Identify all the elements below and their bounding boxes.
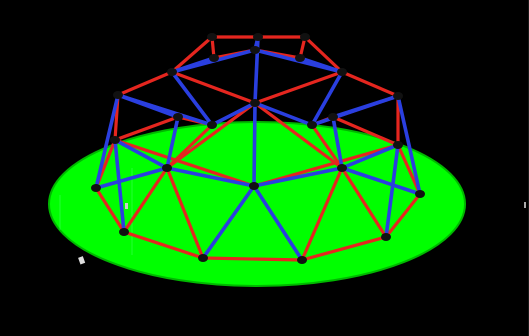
- red-strut-16: [113, 115, 180, 142]
- dome-struts: [94, 35, 422, 262]
- hub-u2: [250, 46, 260, 54]
- hub-m4: [173, 113, 183, 121]
- red-strut-26: [122, 230, 205, 260]
- blue-strut-63: [396, 94, 422, 196]
- blue-strut-65: [340, 166, 422, 196]
- hub-b2: [198, 254, 208, 262]
- blue-strut-55: [165, 166, 256, 188]
- hub-b3: [297, 256, 307, 264]
- hub-t3: [300, 33, 310, 41]
- hub-u4: [295, 54, 305, 62]
- hub-b0: [91, 184, 101, 192]
- blue-strut-66: [201, 184, 256, 260]
- red-strut-35: [113, 138, 256, 188]
- red-strut-38: [310, 123, 344, 170]
- blue-strut-54: [331, 115, 344, 170]
- red-strut-6: [170, 35, 214, 74]
- blue-strut-47: [170, 70, 214, 127]
- hub-b1: [119, 228, 129, 236]
- red-strut-10: [170, 70, 257, 105]
- blue-strut-58: [113, 138, 169, 170]
- red-strut-17: [331, 115, 400, 147]
- blue-strut-67: [252, 184, 304, 262]
- hub-u5: [209, 54, 219, 62]
- hub-s3: [162, 164, 172, 172]
- blue-strut-53: [165, 115, 180, 170]
- blue-strut-61: [384, 143, 400, 239]
- hub-m2: [250, 99, 260, 107]
- marker-right: [524, 202, 526, 208]
- red-strut-22: [122, 166, 169, 234]
- hub-b5: [415, 190, 425, 198]
- marker-left: [78, 256, 86, 265]
- hub-u1: [167, 68, 177, 76]
- blue-strut-68: [116, 93, 214, 127]
- red-strut-31: [165, 101, 257, 170]
- red-strut-30: [94, 186, 126, 234]
- red-strut-29: [384, 192, 422, 239]
- hub-m3: [393, 92, 403, 100]
- red-strut-27: [201, 256, 304, 262]
- blue-strut-64: [94, 166, 169, 190]
- blue-strut-56: [252, 166, 344, 188]
- red-strut-7: [303, 35, 344, 74]
- scene-guides: [59, 168, 133, 255]
- blue-strut-59: [340, 143, 400, 170]
- red-strut-9: [340, 70, 400, 98]
- red-strut-37: [165, 123, 214, 170]
- blue-strut-57: [252, 101, 257, 188]
- red-strut-23: [340, 166, 388, 239]
- hub-s2: [393, 141, 403, 149]
- red-strut-32: [253, 101, 344, 170]
- blue-strut-69: [310, 94, 400, 127]
- blue-strut-48: [310, 70, 344, 127]
- red-strut-28: [300, 235, 388, 262]
- hub-c2: [307, 121, 317, 129]
- blue-strut-62: [94, 93, 120, 190]
- hub-t1: [207, 33, 217, 41]
- hub-c1: [207, 121, 217, 129]
- blue-strut-50: [253, 101, 314, 127]
- hub-hc: [249, 182, 259, 190]
- red-strut-25: [300, 166, 344, 262]
- hub-s1: [110, 136, 120, 144]
- hub-m5: [328, 113, 338, 121]
- dome-hubs: [91, 33, 425, 264]
- blue-strut-60: [113, 138, 126, 234]
- red-strut-36: [252, 143, 400, 188]
- hub-b4: [381, 233, 391, 241]
- red-strut-8: [116, 70, 174, 97]
- red-strut-24: [165, 166, 205, 260]
- marker-mid: [125, 203, 128, 209]
- hub-t2: [253, 33, 263, 41]
- hub-s4: [337, 164, 347, 172]
- hub-u3: [337, 68, 347, 76]
- red-strut-11: [253, 70, 344, 105]
- hub-m1: [113, 91, 123, 99]
- blue-strut-49: [210, 101, 257, 127]
